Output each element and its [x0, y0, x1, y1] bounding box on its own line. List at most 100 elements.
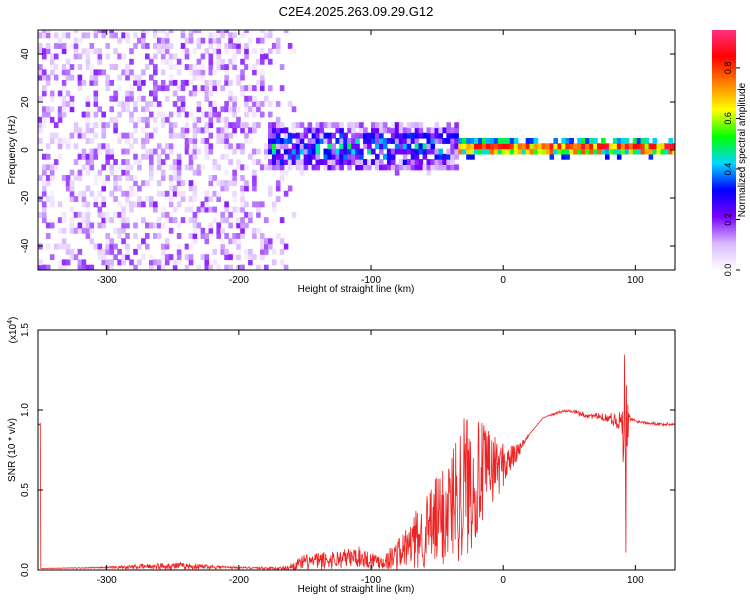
heatmap-cell [141, 30, 146, 33]
heatmap-cell [85, 58, 91, 65]
heatmap-cell [184, 264, 190, 270]
heatmap-cell [164, 116, 170, 123]
heatmap-cell [176, 111, 182, 118]
heatmap-cell [133, 32, 138, 39]
x-tick-label: -100 [361, 275, 381, 286]
heatmap-cell [252, 101, 257, 107]
heatmap-cell [38, 211, 43, 218]
heatmap-cell [224, 79, 229, 86]
heatmap-cell [192, 90, 198, 97]
heatmap-cell [410, 164, 416, 171]
heatmap-cell [240, 264, 245, 270]
heatmap-cell [287, 153, 293, 160]
heatmap-cell [303, 143, 309, 150]
heatmap-cell [200, 37, 206, 44]
heatmap-cell [291, 127, 297, 134]
heatmap-cell [97, 206, 103, 213]
heatmap-cell [38, 74, 43, 81]
heatmap-cell [220, 153, 225, 160]
heatmap-cell [414, 159, 420, 165]
heatmap-cell [73, 211, 79, 218]
heatmap-cell [232, 95, 237, 102]
heatmap-cell [42, 111, 47, 118]
heatmap-cell [156, 101, 162, 107]
heatmap-cell [61, 69, 67, 76]
heatmap-cell [184, 243, 190, 250]
heatmap-cell [192, 132, 198, 139]
heatmap-cell [442, 159, 447, 165]
heatmap-cell [434, 164, 440, 171]
heatmap-cell [93, 69, 99, 76]
heatmap-cell [311, 132, 317, 139]
heatmap-cell [149, 148, 154, 155]
heatmap-cell [93, 132, 99, 139]
heatmap-cell [275, 138, 281, 144]
heatmap-cell [204, 264, 210, 270]
heatmap-cell [256, 201, 261, 208]
heatmap-cell [220, 85, 225, 92]
heatmap-cell [545, 148, 551, 155]
heatmap-cell [121, 106, 126, 113]
heatmap-cell [97, 211, 103, 218]
heatmap-cell [133, 248, 138, 255]
heatmap-cell [141, 138, 146, 144]
heatmap-cell [268, 101, 273, 107]
heatmap-cell [133, 190, 138, 197]
heatmap-cell [53, 243, 59, 250]
heatmap-cell [319, 132, 325, 139]
heatmap-cell [180, 132, 186, 139]
heatmap-cell [65, 69, 71, 76]
heatmap-cell [129, 143, 134, 150]
heatmap-cell [268, 243, 273, 250]
heatmap-cell [581, 148, 586, 155]
heatmap-cell [268, 138, 273, 144]
heatmap-cell [323, 138, 329, 144]
heatmap-cell [402, 127, 408, 134]
heatmap-cell [42, 116, 47, 123]
heatmap-cell [236, 37, 241, 44]
heatmap-cell [224, 153, 229, 160]
heatmap-cell [89, 69, 95, 76]
heatmap-cell [644, 143, 650, 150]
heatmap-cell [513, 148, 519, 155]
heatmap-cell [279, 127, 285, 134]
heatmap-cell [160, 85, 166, 92]
heatmap-cell [256, 159, 261, 165]
heatmap-cell [458, 148, 463, 155]
heatmap-cell [141, 95, 146, 102]
heatmap-cell [339, 138, 344, 144]
heatmap-cell [69, 227, 75, 234]
heatmap-cell [121, 238, 126, 245]
heatmap-cell [172, 175, 178, 181]
heatmap-cell [61, 79, 67, 86]
heatmap-cell [394, 132, 400, 139]
heatmap-cell [248, 248, 253, 255]
heatmap-cell [386, 164, 392, 171]
heatmap-cell [196, 206, 202, 213]
heatmap-cell [192, 238, 198, 245]
heatmap-cell [236, 254, 241, 261]
heatmap-cell [430, 164, 436, 171]
heatmap-cell [69, 222, 75, 229]
heatmap-cell [101, 185, 106, 192]
heatmap-cell [283, 159, 289, 165]
heatmap-cell [196, 116, 202, 123]
heatmap-cell [81, 111, 87, 118]
heatmap-cell [180, 79, 186, 86]
heatmap-cell [279, 175, 285, 181]
heatmap-cell [196, 106, 202, 113]
heatmap-cell [331, 122, 336, 129]
heatmap-cell [240, 90, 245, 97]
heatmap-cell [141, 43, 146, 49]
heatmap-cell [168, 143, 174, 150]
heatmap-cell [593, 148, 598, 155]
heatmap-cell [105, 243, 110, 250]
heatmap-cell [347, 143, 352, 150]
heatmap-cell [153, 64, 158, 70]
heatmap-cell [184, 122, 190, 129]
heatmap-cell [113, 127, 118, 134]
heatmap-cell [53, 53, 59, 60]
heatmap-cell [208, 43, 214, 49]
heatmap-cell [394, 138, 400, 144]
heatmap-cell [335, 153, 340, 160]
